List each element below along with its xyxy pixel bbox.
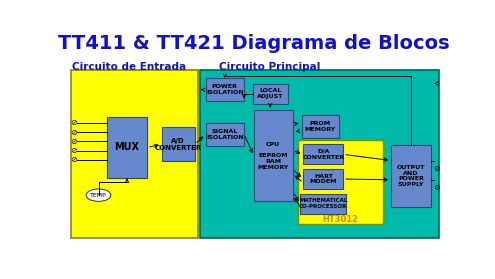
Bar xyxy=(391,145,431,207)
Text: TT411 & TT421 Diagrama de Blocos: TT411 & TT421 Diagrama de Blocos xyxy=(58,34,450,53)
Bar xyxy=(300,194,346,214)
Bar xyxy=(200,70,439,237)
Text: POWER
ISOLATION: POWER ISOLATION xyxy=(206,84,244,95)
Text: MATHEMATICAL
CO-PROCESSOR: MATHEMATICAL CO-PROCESSOR xyxy=(299,198,347,209)
Text: Circuito Principal: Circuito Principal xyxy=(219,62,321,72)
Ellipse shape xyxy=(86,189,111,201)
Text: ⊘: ⊘ xyxy=(433,183,440,192)
Text: ⊘: ⊘ xyxy=(70,118,77,127)
Bar xyxy=(107,117,147,178)
Text: ⊘: ⊘ xyxy=(70,155,77,164)
Text: SIGNAL
ISOLATION: SIGNAL ISOLATION xyxy=(206,129,244,140)
Bar xyxy=(71,70,198,237)
Text: Circuito de Entrada: Circuito de Entrada xyxy=(72,62,187,72)
Bar xyxy=(254,110,293,201)
Text: ⊘: ⊘ xyxy=(70,128,77,136)
Bar xyxy=(253,83,288,104)
Text: OUTPUT
AND
POWER
SUPPLY: OUTPUT AND POWER SUPPLY xyxy=(397,165,425,187)
Bar xyxy=(303,144,344,164)
Bar xyxy=(302,115,339,138)
Text: LOCAL
ADJUST: LOCAL ADJUST xyxy=(257,88,284,99)
Text: TEMP: TEMP xyxy=(90,193,107,198)
Text: HT3012: HT3012 xyxy=(322,215,358,224)
Text: ⊘: ⊘ xyxy=(70,137,77,146)
Text: PROM
MEMORY: PROM MEMORY xyxy=(304,121,336,132)
Bar xyxy=(298,140,383,224)
Bar xyxy=(205,123,244,146)
Bar xyxy=(162,128,195,161)
Bar xyxy=(205,78,244,101)
Text: HART
MODEM: HART MODEM xyxy=(310,174,337,184)
Text: ⊘: ⊘ xyxy=(433,164,440,173)
Bar xyxy=(303,169,344,189)
Text: A/D
CONVERTER: A/D CONVERTER xyxy=(154,138,202,151)
Text: MUX: MUX xyxy=(114,143,140,152)
Text: CPU

EEPROM
RAM
MEMORY: CPU EEPROM RAM MEMORY xyxy=(258,142,289,170)
Text: D/A
CONVERTER: D/A CONVERTER xyxy=(302,149,345,160)
Text: ⊘: ⊘ xyxy=(70,146,77,155)
